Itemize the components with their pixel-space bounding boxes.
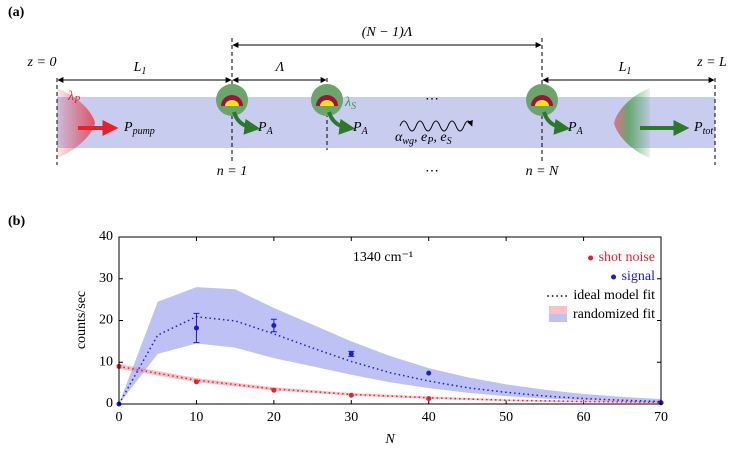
legend-marker	[548, 314, 567, 322]
y-tick-label: 40	[99, 229, 113, 244]
emission-arrow	[232, 111, 261, 135]
x-tick-label: 10	[189, 410, 203, 425]
point	[193, 379, 199, 385]
pump-wavelength: λP	[67, 89, 80, 106]
loss: αwg, eP, eS	[395, 130, 452, 147]
base: L	[618, 60, 627, 75]
emission-arrow	[542, 111, 571, 135]
last-index: n = N	[526, 164, 559, 179]
legend-marker	[588, 255, 594, 261]
sub: 1	[141, 66, 146, 77]
sub: S	[351, 101, 356, 112]
z-end: z = L	[696, 55, 727, 70]
first-index: n = 1	[217, 164, 247, 179]
base: P	[352, 120, 362, 135]
base: P	[257, 120, 267, 135]
scatterer-core	[320, 100, 334, 106]
point	[271, 387, 277, 393]
base: α	[395, 130, 403, 145]
axes-frame	[118, 236, 662, 405]
panel-a: (a) z = 0 z = L (N − 1)Λ Λ L1 L1 λP Ppum…	[8, 5, 727, 179]
length-right: L1	[618, 60, 632, 77]
sub: A	[361, 126, 369, 137]
total-power: Ptot	[693, 120, 713, 137]
x-tick-label: 30	[344, 410, 358, 425]
fit-line	[118, 315, 662, 405]
sub: A	[576, 126, 584, 137]
scatterers: PA PA PA	[216, 84, 584, 137]
emitted-power: PA	[257, 120, 274, 137]
ellipsis: ⋯	[425, 92, 439, 107]
point	[426, 370, 432, 376]
point	[348, 392, 354, 398]
base: P	[123, 120, 133, 135]
ellipsis: ⋯	[425, 164, 439, 179]
plot: 0 10 20 30 40 50 60 70 0 10 20 30 40 shot noise signal…	[99, 229, 668, 425]
length-left: L1	[133, 60, 147, 77]
point	[193, 325, 199, 331]
stokes-wavelength: λS	[344, 95, 356, 112]
band	[119, 287, 661, 404]
x-tick-label: 0	[116, 410, 123, 425]
sub: A	[266, 126, 274, 137]
legend-label: signal	[622, 269, 656, 284]
base: λ	[344, 95, 351, 110]
sub: S	[447, 136, 452, 147]
x-axis-label: N	[384, 432, 395, 447]
sub: wg	[402, 136, 414, 147]
legend-marker	[548, 306, 567, 314]
base: λ	[67, 89, 74, 104]
legend-marker	[611, 274, 617, 280]
sub: P	[73, 95, 80, 106]
y-tick-label: 0	[106, 396, 113, 411]
span-total: (N − 1)Λ	[362, 25, 413, 40]
legend-label: ideal model fit	[573, 288, 655, 303]
emission-arrow	[327, 111, 356, 135]
y-tick-label: 30	[99, 271, 113, 286]
point	[426, 396, 432, 402]
scatterer-core	[225, 100, 239, 106]
base: P	[693, 120, 703, 135]
x-tick-label: 60	[577, 410, 591, 425]
base: , e	[414, 130, 427, 145]
emitted-power: PA	[567, 120, 584, 137]
x-tick-label: 50	[499, 410, 513, 425]
scatterer-core	[535, 100, 549, 106]
base: P	[567, 120, 577, 135]
x-tick-label: 40	[422, 410, 436, 425]
legend-label: randomized fit	[573, 307, 655, 322]
x-tick-label: 20	[267, 410, 281, 425]
wave	[399, 119, 473, 132]
base: , e	[433, 130, 446, 145]
pump-power: Ppump	[123, 120, 155, 137]
x-tick-label: 70	[654, 410, 668, 425]
output-pulse	[614, 88, 650, 158]
y-axis-label: counts/sec	[74, 291, 89, 349]
sub: pump	[132, 126, 155, 137]
sub: tot	[703, 126, 714, 137]
sub: P	[426, 136, 433, 147]
panel-label: (b)	[8, 214, 25, 229]
emitted-power: PA	[352, 120, 369, 137]
y-tick-label: 20	[99, 313, 113, 328]
z-start: z = 0	[27, 55, 57, 70]
waveguide	[57, 97, 715, 148]
point	[348, 351, 354, 357]
sub: 1	[626, 66, 631, 77]
y-tick-label: 10	[99, 354, 113, 369]
band	[119, 363, 661, 404]
period: Λ	[274, 60, 285, 75]
pump-pulse	[57, 88, 95, 158]
point	[271, 323, 277, 329]
legend-label: shot noise	[599, 250, 655, 265]
annotation: 1340 cm⁻¹	[353, 250, 413, 265]
base: L	[133, 60, 142, 75]
panel-label: (a)	[8, 5, 25, 20]
